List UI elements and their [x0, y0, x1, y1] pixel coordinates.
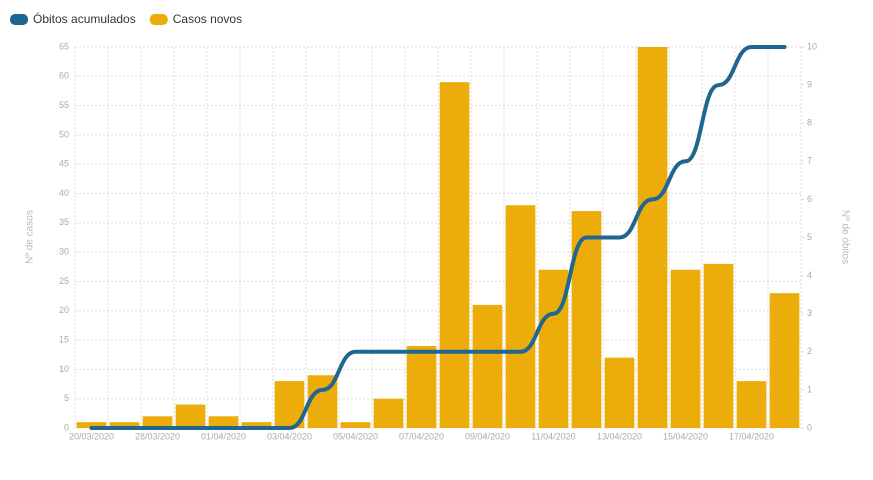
legend-label: Óbitos acumulados	[33, 11, 136, 26]
x-tick-label: 03/04/2020	[267, 431, 312, 441]
bar	[142, 416, 173, 428]
y-tick-label: 15	[59, 334, 69, 344]
bar	[637, 47, 668, 428]
bar	[175, 404, 206, 428]
x-tick-label: 15/04/2020	[663, 431, 708, 441]
y2-tick-label: 0	[807, 422, 812, 432]
y-tick-label: 0	[64, 422, 69, 432]
bar	[439, 82, 470, 429]
bar	[769, 293, 800, 428]
x-tick-label: 13/04/2020	[597, 431, 642, 441]
bar	[373, 398, 404, 428]
y-tick-label: 10	[59, 364, 69, 374]
y-tick-label: 55	[59, 100, 69, 110]
y2-tick-label: 7	[807, 156, 812, 166]
y2-tick-label: 3	[807, 308, 812, 318]
y-tick-label: 5	[64, 393, 69, 403]
y-tick-label: 65	[59, 41, 69, 51]
y2-tick-label: 6	[807, 194, 812, 204]
y-tick-label: 25	[59, 276, 69, 286]
x-tick-label: 07/04/2020	[399, 431, 444, 441]
y2-tick-label: 1	[807, 384, 812, 394]
y2-tick-label: 4	[807, 270, 812, 280]
y2-axis-title: Nº de óbitos	[839, 210, 850, 264]
x-tick-label: 28/03/2020	[135, 431, 180, 441]
legend-swatch	[149, 14, 168, 25]
y2-tick-label: 9	[807, 79, 812, 89]
bar	[736, 381, 767, 428]
bar	[670, 269, 701, 428]
bar	[406, 345, 437, 428]
x-tick-label: 01/04/2020	[201, 431, 246, 441]
y-tick-label: 20	[59, 305, 69, 315]
bar	[76, 422, 107, 428]
bar	[208, 416, 239, 428]
x-tick-label: 09/04/2020	[465, 431, 510, 441]
bar	[241, 422, 272, 428]
bar	[472, 304, 503, 428]
bar	[604, 357, 635, 428]
bar	[109, 422, 140, 428]
line	[89, 45, 787, 430]
y-tick-label: 50	[59, 129, 69, 139]
y2-tick-label: 2	[807, 346, 812, 356]
y2-tick-label: 8	[807, 118, 812, 128]
y2-tick-label: 5	[807, 232, 812, 242]
bar	[505, 205, 536, 428]
y-tick-label: 45	[59, 159, 69, 169]
bar	[340, 422, 371, 428]
x-tick-label: 11/04/2020	[531, 431, 575, 441]
legend-label: Casos novos	[173, 12, 242, 26]
y-tick-label: 35	[59, 217, 69, 227]
bar	[571, 211, 602, 428]
bar	[703, 263, 734, 428]
x-tick-label: 05/04/2020	[333, 431, 378, 441]
y2-tick-label: 10	[807, 41, 817, 51]
y-tick-label: 60	[59, 71, 69, 81]
y-tick-label: 40	[59, 188, 69, 198]
x-tick-label: 17/04/2020	[729, 431, 774, 441]
legend-swatch	[10, 14, 28, 25]
x-tick-label: 20/03/2020	[69, 431, 114, 441]
y-axis-title: Nº de casos	[25, 210, 36, 264]
y-tick-label: 30	[59, 247, 69, 257]
